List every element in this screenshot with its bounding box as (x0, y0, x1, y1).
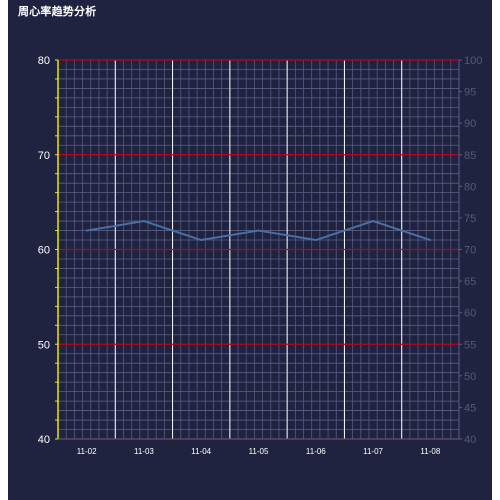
y-tick-label: 50 (38, 339, 50, 351)
right-y-tick-label: 60 (464, 308, 476, 320)
right-y-tick-label: 45 (464, 402, 476, 414)
data-point (429, 239, 432, 242)
right-y-tick-label: 90 (464, 118, 476, 130)
data-point (257, 229, 260, 232)
right-y-tick-label: 65 (464, 276, 476, 288)
data-point (142, 220, 145, 223)
chart-title: 周心率趋势分析 (18, 6, 97, 18)
x-tick-label: 11-03 (134, 447, 154, 456)
x-tick-label: 11-05 (249, 447, 269, 456)
y-tick-label: 70 (38, 150, 50, 162)
data-point (314, 239, 317, 242)
x-tick-label: 11-06 (306, 447, 326, 456)
right-y-tick-label: 70 (464, 245, 476, 257)
right-y-tick-label: 95 (464, 87, 476, 99)
data-point (200, 239, 203, 242)
right-y-tick-label: 80 (464, 181, 476, 193)
x-tick-label: 11-02 (77, 447, 97, 456)
y-tick-label: 60 (38, 245, 50, 257)
right-y-tick-label: 85 (464, 150, 476, 162)
right-y-tick-label: 75 (464, 213, 476, 225)
y-tick-label: 40 (38, 434, 50, 446)
right-y-tick-label: 40 (464, 434, 476, 446)
data-point (85, 229, 88, 232)
right-y-tick-label: 100 (464, 55, 482, 67)
x-tick-label: 11-08 (420, 447, 440, 456)
y-tick-label: 80 (38, 55, 50, 67)
right-y-tick-label: 55 (464, 339, 476, 351)
x-tick-label: 11-04 (191, 447, 211, 456)
data-point (372, 220, 375, 223)
right-y-tick-label: 50 (464, 371, 476, 383)
x-tick-label: 11-07 (363, 447, 383, 456)
